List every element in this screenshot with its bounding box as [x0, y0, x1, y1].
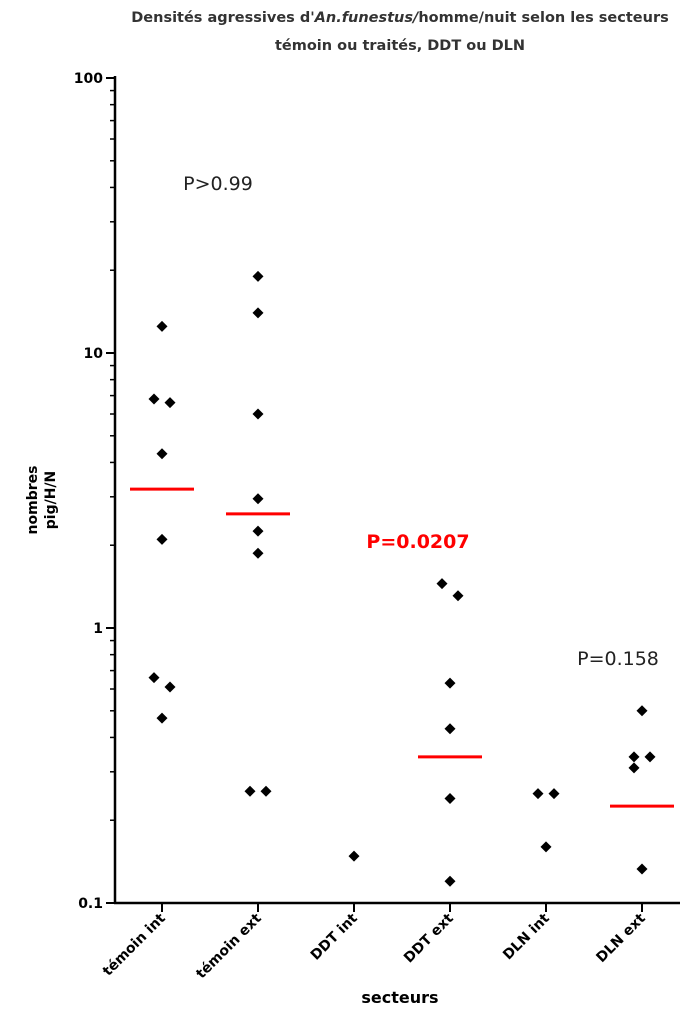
data-point — [156, 320, 168, 332]
data-point — [628, 751, 640, 763]
chart-title-prefix: Densités agressives d' — [131, 10, 314, 26]
y-axis-label-line2: pig/H/N — [43, 471, 59, 530]
data-point — [252, 307, 264, 319]
data-point — [252, 270, 264, 282]
data-point — [148, 393, 160, 405]
data-point — [252, 493, 264, 505]
data-point — [444, 677, 456, 689]
data-point — [444, 723, 456, 735]
x-tick-label: DLN int — [500, 910, 553, 963]
data-point — [252, 547, 264, 559]
p-value-temoin: P>0.99 — [183, 173, 253, 195]
y-tick-label: 1 — [93, 621, 103, 637]
x-tick-label: DDT int — [308, 910, 361, 963]
data-point — [444, 875, 456, 887]
p-value-dln: P=0.158 — [577, 648, 659, 670]
x-axis-ticks: témoin int témoin ext DDT int DDT ext DLN in… — [100, 903, 649, 982]
data-point — [644, 751, 656, 763]
chart-title-line2: témoin ou traités, DDT ou DLN — [275, 38, 525, 54]
data-point — [252, 525, 264, 537]
data-point — [548, 788, 560, 800]
data-point — [252, 408, 264, 420]
y-axis-ticks: 0.1 1 10 100 — [74, 71, 115, 912]
y-axis-label-line1: nombres — [25, 466, 41, 535]
data-point — [436, 578, 448, 590]
chart-title-suffix: homme/nuit selon les secteurs — [418, 10, 668, 26]
data-point — [244, 785, 256, 797]
median-lines — [130, 487, 674, 808]
data-point — [156, 533, 168, 545]
data-point — [628, 762, 640, 774]
data-points — [148, 270, 656, 887]
data-point — [348, 850, 360, 862]
data-point — [540, 841, 552, 853]
chart-title-line1: Densités agressives d'An.funestus/homme/… — [131, 10, 668, 26]
x-tick-label: témoin int — [100, 910, 169, 979]
data-point — [636, 863, 648, 875]
data-point — [452, 590, 464, 602]
y-tick-label: 100 — [74, 71, 103, 87]
y-axis-label: nombres pig/H/N — [25, 466, 59, 535]
data-point — [164, 681, 176, 693]
data-point — [148, 672, 160, 684]
data-point — [260, 785, 272, 797]
y-tick-label: 0.1 — [78, 896, 103, 912]
x-tick-label: DDT ext — [401, 910, 457, 966]
data-point — [164, 397, 176, 409]
x-axis-label: secteurs — [361, 988, 438, 1007]
data-point — [444, 792, 456, 804]
x-tick-label: témoin ext — [193, 910, 265, 982]
p-value-ddt: P=0.0207 — [366, 531, 469, 553]
data-point — [636, 705, 648, 717]
chart-title-italic: An.funestus/ — [314, 10, 420, 26]
y-tick-label: 10 — [84, 346, 104, 362]
data-point — [156, 448, 168, 460]
data-point — [532, 788, 544, 800]
data-point — [156, 712, 168, 724]
x-tick-label: DLN ext — [593, 910, 649, 966]
